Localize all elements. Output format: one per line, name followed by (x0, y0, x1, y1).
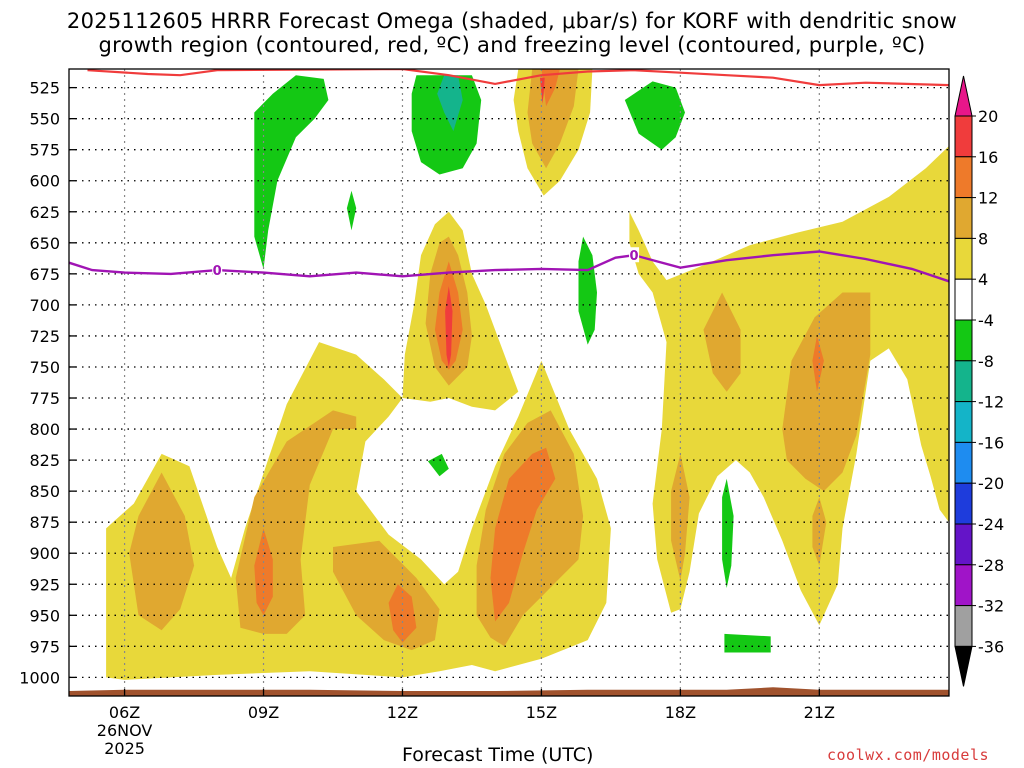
credit-link[interactable]: coolwx.com/models (827, 746, 990, 764)
x-tick-date: 26NOV (97, 721, 153, 740)
y-tick-label-950: 950 (29, 606, 60, 625)
omega-region-15 (254, 528, 273, 616)
omega-region-21 (445, 286, 453, 367)
y-tick-label-550: 550 (29, 110, 60, 129)
y-tick-label-925: 925 (29, 575, 60, 594)
y-tick-label-525: 525 (29, 79, 60, 98)
colorbar-label--4: -4 (978, 311, 994, 330)
freezing-level-label-1: 0 (213, 264, 222, 279)
x-tick-label-06Z: 06Z (109, 703, 140, 722)
colorbar-swatch-10 (954, 482, 973, 525)
axes-layer: 525 550 575 600 625 650 675 700 725 750 775 800 825 8… (19, 68, 950, 758)
colorbar-swatch-11 (954, 523, 973, 566)
y-tick-label-825: 825 (29, 451, 60, 470)
colorbar-swatch-5 (954, 278, 973, 321)
colorbar-label--20: -20 (978, 474, 1004, 493)
dendritic-growth-contour (87, 69, 949, 87)
omega-region-23 (254, 75, 329, 269)
y-tick-label-850: 850 (29, 482, 60, 501)
contour-lines-layer: 00 (69, 69, 949, 283)
colorbar-swatch-3 (954, 197, 973, 239)
y-tick-label-900: 900 (29, 544, 60, 563)
omega-region-25 (346, 190, 357, 231)
omega-region-18 (490, 447, 556, 622)
freezing-label-bg-2 (629, 247, 640, 263)
omega-region-22 (540, 77, 545, 104)
colorbar-label--28: -28 (978, 556, 1004, 575)
omega-region-26 (578, 236, 597, 345)
y-tick-label-775: 775 (29, 389, 60, 408)
y-tick-label-700: 700 (29, 296, 60, 315)
plot-frame (68, 68, 950, 697)
colorbar-label--24: -24 (978, 515, 1004, 534)
colorbar-swatch-7 (954, 360, 973, 403)
y-tick-label-975: 975 (29, 637, 60, 656)
freezing-level-contour (69, 250, 949, 283)
omega-region-11 (671, 453, 690, 581)
freezing-label-bg-1 (212, 262, 223, 278)
x-tick-label-21Z: 21Z (804, 703, 835, 722)
colorbar-swatch-8 (954, 401, 973, 443)
omega-shading-layer (69, 69, 949, 696)
omega-region-31 (437, 75, 463, 132)
omega-region-28 (427, 453, 449, 477)
colorbar-cap-bottom (954, 645, 973, 687)
colorbar-cap-top (954, 75, 973, 117)
omega-region-13 (782, 292, 871, 492)
chart-title-line-1: 2025112605 HRRR Forecast Omega (shaded, … (66, 9, 958, 33)
omega-region-24 (411, 75, 482, 175)
colorbar-label-12: 12 (978, 189, 998, 208)
y-tick-label-675: 675 (29, 265, 60, 284)
y-tick-label-625: 625 (29, 203, 60, 222)
omega-region-5 (129, 472, 195, 631)
colorbar-label--12: -12 (978, 393, 1004, 412)
omega-region-20 (812, 335, 824, 392)
freezing-level-label-2: 0 (630, 249, 639, 264)
colorbar-label--36: -36 (978, 637, 1004, 656)
terrain-surface (69, 687, 949, 696)
colorbar-swatch-2 (954, 156, 973, 199)
colorbar-swatch-6 (954, 319, 973, 362)
omega-region-30 (724, 633, 771, 653)
y-tick-label-1000: 1000 (19, 668, 60, 687)
colorbar-label-20: 20 (978, 107, 998, 126)
colorbar-swatch-1 (954, 115, 973, 158)
colorbar-label-8: 8 (978, 229, 988, 248)
y-tick-label-725: 725 (29, 327, 60, 346)
colorbar-label-16: 16 (978, 148, 998, 167)
omega-region-29 (722, 478, 734, 588)
omega-region-27 (624, 81, 685, 150)
colorbar: 20 16 12 8 4 -4 -8 -12 -16 -20 -24 -28 -32 -36 (954, 75, 1004, 687)
x-tick-label-15Z: 15Z (526, 703, 557, 722)
colorbar-label--16: -16 (978, 433, 1004, 452)
x-axis-title: Forecast Time (UTC) (402, 744, 594, 766)
grid-layer (69, 69, 949, 696)
y-tick-label-650: 650 (29, 234, 60, 253)
colorbar-label--32: -32 (978, 597, 1004, 616)
colorbar-label-4: 4 (978, 270, 988, 289)
x-tick-label-18Z: 18Z (665, 703, 696, 722)
y-tick-label-875: 875 (29, 513, 60, 532)
x-tick-label-12Z: 12Z (387, 703, 418, 722)
x-tick-year: 2025 (104, 739, 145, 758)
y-tick-label-800: 800 (29, 420, 60, 439)
colorbar-swatch-9 (954, 441, 973, 484)
colorbar-label--8: -8 (978, 352, 994, 371)
x-tick-label-09Z: 09Z (248, 703, 279, 722)
chart-title-line-2: growth region (contoured, red, ºC) and f… (98, 33, 926, 57)
colorbar-swatch-4 (954, 237, 973, 280)
y-tick-label-575: 575 (29, 141, 60, 160)
omega-region-16 (388, 584, 417, 643)
colorbar-swatch-13 (954, 605, 973, 647)
y-tick-label-750: 750 (29, 358, 60, 377)
colorbar-swatch-12 (954, 564, 973, 607)
y-tick-label-600: 600 (29, 172, 60, 191)
omega-region-10 (527, 69, 579, 169)
